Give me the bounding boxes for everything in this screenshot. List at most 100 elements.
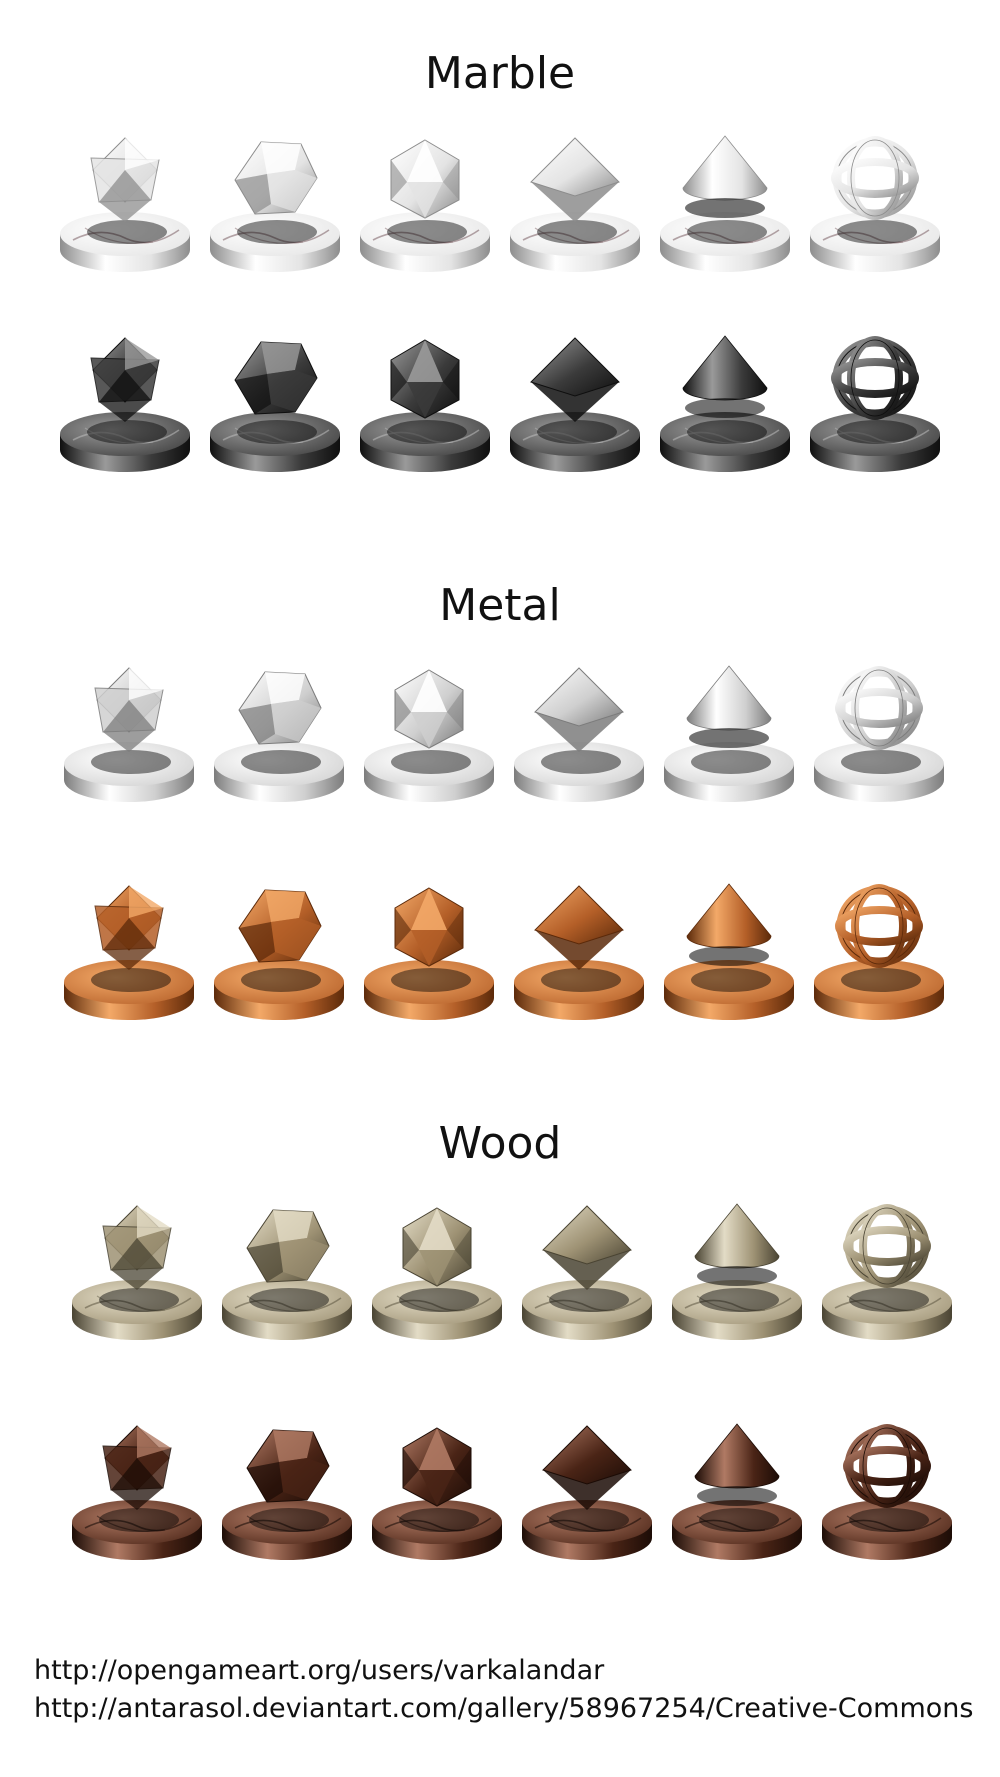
icosahedron-icon — [394, 887, 464, 967]
pedestal-top — [522, 1500, 652, 1544]
piece-dark-wood-dodecahedron — [217, 1418, 357, 1598]
piece-copper-dodecahedron — [209, 878, 349, 1058]
pedestal-top — [510, 212, 640, 256]
octahedron-icon — [510, 137, 640, 272]
cone-icon — [672, 1423, 802, 1560]
torus-knot-icon — [831, 336, 919, 420]
stellated-octahedron-icon — [90, 337, 160, 422]
pedestal-top — [210, 412, 340, 456]
octahedron-icon — [534, 667, 624, 752]
piece-dark-wood-icosahedron — [367, 1418, 507, 1598]
row-copper — [0, 878, 1000, 1058]
stellated-octahedron-icon — [102, 1425, 172, 1510]
torus-knot-icon — [822, 1424, 952, 1560]
piece-silver-cone — [659, 660, 799, 840]
piece-black-marble-dodecahedron — [205, 330, 345, 510]
pedestal-top — [672, 1280, 802, 1324]
row-black-marble — [0, 330, 1000, 510]
cone-icon — [660, 335, 790, 472]
pedestal-top — [60, 412, 190, 456]
cone-icon — [664, 665, 794, 802]
octahedron-icon — [514, 885, 644, 1020]
pedestal-top — [660, 212, 790, 256]
icosahedron-icon — [390, 139, 460, 219]
credit-link-opengameart[interactable]: http://opengameart.org/users/varkalandar — [34, 1655, 605, 1686]
dodecahedron-icon — [214, 671, 344, 802]
piece-silver-icosahedron — [359, 660, 499, 840]
pedestal-top — [210, 212, 340, 256]
icosahedron-icon — [364, 669, 494, 802]
pedestal-top — [810, 212, 940, 256]
piece-silver-torus-knot — [809, 660, 949, 840]
dodecahedron-icon — [210, 141, 340, 272]
pedestal-top — [72, 1500, 202, 1544]
pedestal-top — [510, 412, 640, 456]
piece-black-marble-cone — [655, 330, 795, 510]
pedestal-top — [364, 742, 494, 786]
icosahedron-icon — [390, 339, 460, 419]
dodecahedron-icon — [238, 889, 322, 963]
row-light-wood — [0, 1198, 1000, 1378]
stellated-octahedron-icon — [72, 1205, 202, 1340]
title-wood: Wood — [438, 1118, 562, 1169]
cone-icon — [682, 135, 768, 218]
pedestal-top — [810, 412, 940, 456]
piece-silver-octahedron — [509, 660, 649, 840]
stellated-octahedron-icon — [72, 1425, 202, 1560]
pedestal-top — [360, 412, 490, 456]
icosahedron-icon — [372, 1207, 502, 1340]
dodecahedron-icon — [246, 1209, 330, 1283]
credits: http://opengameart.org/users/varkalandar… — [34, 1652, 973, 1728]
pedestal-top — [60, 212, 190, 256]
pedestal-top — [214, 742, 344, 786]
cone-icon — [694, 1203, 780, 1286]
piece-light-wood-icosahedron — [367, 1198, 507, 1378]
octahedron-icon — [530, 137, 620, 222]
cone-icon — [672, 1203, 802, 1340]
title-metal: Metal — [439, 580, 561, 631]
cone-icon — [694, 1423, 780, 1506]
cone-icon — [664, 883, 794, 1020]
pedestal-top — [814, 742, 944, 786]
pedestal-top — [360, 212, 490, 256]
piece-dark-wood-torus-knot — [817, 1418, 957, 1598]
piece-white-marble-dodecahedron — [205, 130, 345, 310]
octahedron-icon — [510, 337, 640, 472]
credit-link-deviantart[interactable]: http://antarasol.deviantart.com/gallery/… — [34, 1693, 974, 1724]
piece-copper-icosahedron — [359, 878, 499, 1058]
pedestal-top — [822, 1280, 952, 1324]
stellated-octahedron-icon — [64, 885, 194, 1020]
octahedron-icon — [514, 667, 644, 802]
dodecahedron-icon — [234, 141, 318, 215]
piece-copper-stellated-octahedron — [59, 878, 199, 1058]
dodecahedron-icon — [222, 1429, 352, 1560]
piece-dark-wood-octahedron — [517, 1418, 657, 1598]
pedestal-top — [814, 960, 944, 1004]
icosahedron-icon — [402, 1207, 472, 1287]
octahedron-icon — [530, 337, 620, 422]
piece-white-marble-octahedron — [505, 130, 645, 310]
pedestal-top — [372, 1280, 502, 1324]
piece-copper-octahedron — [509, 878, 649, 1058]
torus-knot-icon — [843, 1424, 931, 1508]
torus-knot-icon — [810, 136, 940, 272]
row-dark-wood — [0, 1418, 1000, 1598]
cone-icon — [660, 135, 790, 272]
dodecahedron-icon — [238, 671, 322, 745]
pedestal-top — [214, 960, 344, 1004]
torus-knot-icon — [814, 666, 944, 802]
torus-knot-icon — [835, 666, 923, 750]
icosahedron-icon — [372, 1427, 502, 1560]
pedestal-top — [222, 1280, 352, 1324]
piece-silver-dodecahedron — [209, 660, 349, 840]
pedestal-top — [514, 960, 644, 1004]
piece-light-wood-stellated-octahedron — [67, 1198, 207, 1378]
pedestal-top — [64, 960, 194, 1004]
stellated-octahedron-icon — [64, 667, 194, 802]
piece-black-marble-icosahedron — [355, 330, 495, 510]
octahedron-icon — [522, 1425, 652, 1560]
dodecahedron-icon — [246, 1429, 330, 1503]
title-marble: Marble — [424, 48, 576, 99]
piece-black-marble-stellated-octahedron — [55, 330, 195, 510]
piece-light-wood-cone — [667, 1198, 807, 1378]
